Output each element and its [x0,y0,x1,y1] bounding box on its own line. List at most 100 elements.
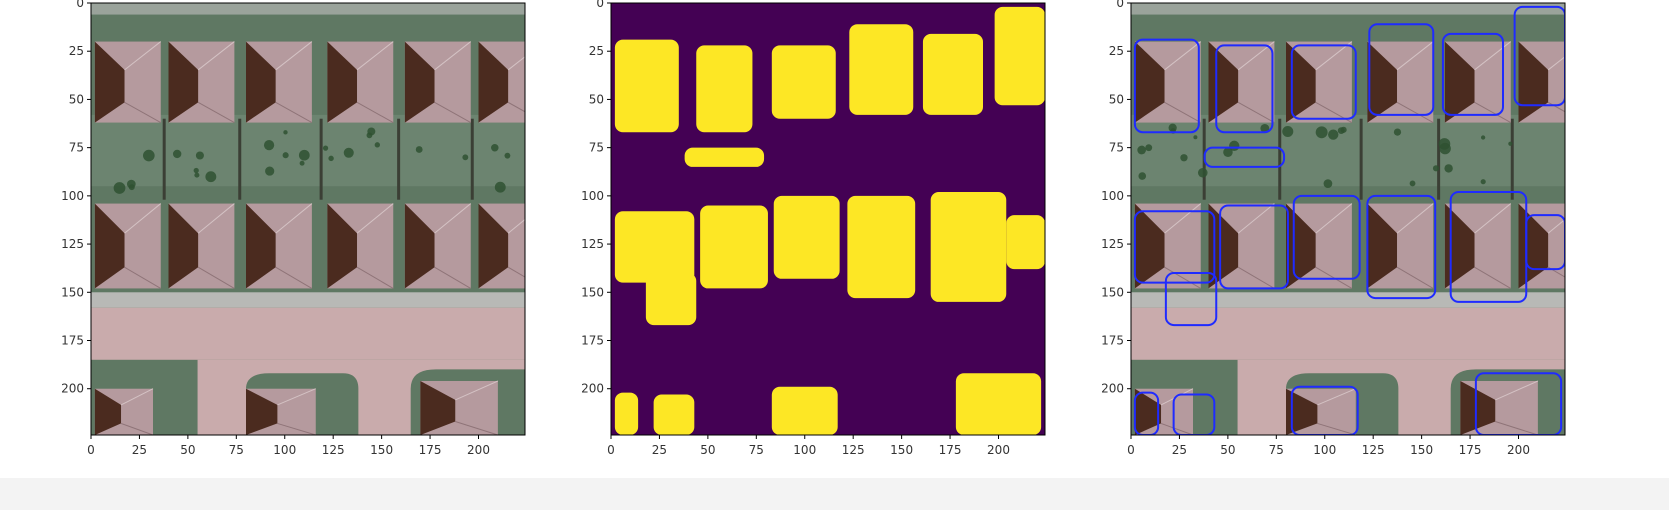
photo-tree [195,151,204,160]
photo-tree [1223,147,1233,157]
photo-fence [238,118,242,200]
photo-tree [194,172,200,178]
mask-region [614,392,639,435]
mask-region [696,45,753,133]
mask-contour [1133,210,1216,284]
mask-contour [1164,272,1218,327]
photo-fence [397,118,401,200]
y-tick-label: 200 [581,382,604,396]
photo-tree [1193,135,1198,140]
photo-house [1460,380,1539,435]
x-tick-label: 25 [132,443,147,457]
x-tick-label: 50 [700,443,715,457]
photo-road [1131,307,1565,360]
photo-house [168,203,235,289]
photo-tree [128,184,135,191]
x-tick-label: 200 [1507,443,1530,457]
x-tick-label: 150 [370,443,393,457]
photo-tree [1337,127,1345,135]
photo-side-road [1237,359,1565,435]
photo-tree [283,130,288,135]
photo-tree [374,142,381,148]
y-tick-label: 75 [589,141,604,155]
photo-tree [322,145,329,151]
y-tick-label: 75 [69,141,84,155]
y-tick-label: 125 [61,237,84,251]
y-tick-label: 50 [1109,92,1124,106]
photo-tree [415,146,423,153]
photo-fence [1359,118,1363,200]
photo-tree [366,132,373,139]
mask-region [955,373,1042,435]
figure: 0 25 50 75 100 125 150 175 200 0 25 50 75 100 125 150 17… [61,0,1566,457]
mask-contour [1203,146,1286,168]
photo-house [1518,41,1565,123]
mask-region [771,386,838,435]
photo-tree [1137,145,1146,155]
y-tick-label: 100 [1101,189,1124,203]
photo-house [1134,41,1202,124]
photo-house [94,203,162,289]
x-tick-label: 75 [1269,443,1284,457]
photo-house [1208,203,1275,289]
photo-tree [1409,180,1416,187]
mask-region [653,394,695,435]
y-tick-label: 100 [581,189,604,203]
mask-region [847,195,916,299]
x-tick-label: 0 [87,443,95,457]
photo-tree [1323,179,1333,188]
photo-house [1286,41,1353,124]
x-tick-label: 175 [939,443,962,457]
x-tick-label: 100 [273,443,296,457]
photo-tree [1260,123,1270,133]
photo-tree [1480,135,1486,140]
mask-region [684,147,765,167]
panel-3-image [1131,3,1565,435]
photo-tree [1145,144,1153,152]
photo-side-road [197,359,525,435]
axes-frame [610,2,1046,436]
photo-tree [1315,126,1328,139]
photo-tree [494,181,506,193]
x-tick-label: 150 [890,443,913,457]
photo-tree [1508,141,1513,146]
photo-house [168,41,235,124]
photo-house [478,203,525,289]
mask-region [994,6,1045,106]
x-tick-label: 200 [987,443,1010,457]
y-tick-label: 175 [61,334,84,348]
photo-tree [328,155,334,162]
photo-tree [1393,128,1402,136]
photo-tree [1444,164,1453,173]
photo-fence [1510,118,1514,200]
mask-contour [1215,44,1274,134]
y-tick-label: 200 [1101,382,1124,396]
photo-tree [142,149,155,162]
mask-region [1006,215,1045,270]
y-tick-label: 150 [1101,285,1124,299]
mask-region [700,205,768,289]
mask-contour [1525,214,1565,271]
photo-house [1367,203,1434,289]
x-tick-label: 125 [842,443,865,457]
photo-house [1518,203,1565,289]
photo-house [1134,388,1194,435]
mask-region [771,45,836,119]
y-tick-label: 100 [61,189,84,203]
axes-frame [1130,2,1566,436]
photo-tree [265,166,275,176]
photo-sidewalk [1131,292,1565,308]
panel-2-image [611,3,1045,435]
photo-tree [1229,140,1240,152]
photo-fence [1278,118,1282,200]
y-tick-label: 75 [1109,141,1124,155]
x-tick-label: 100 [1313,443,1336,457]
x-tick-label: 175 [1459,443,1482,457]
x-tick-label: 125 [1362,443,1385,457]
axes-1: 0 25 50 75 100 125 150 175 200 0 25 50 75 100 125 150 17… [61,0,526,457]
photo-fence [162,118,166,200]
mask-region [773,195,840,279]
mask-region [614,39,679,133]
y-tick-label: 25 [69,44,84,58]
mask-contour [1366,194,1437,300]
